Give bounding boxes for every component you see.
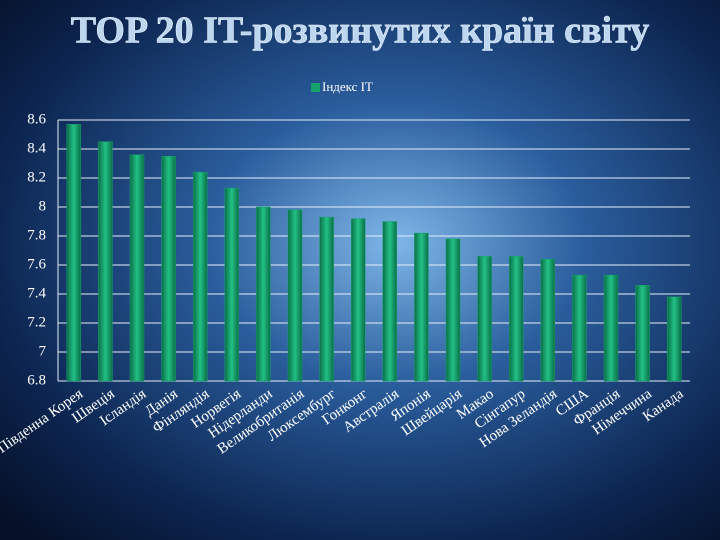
bar — [508, 256, 524, 382]
y-tick-label: 7.2 — [27, 314, 46, 330]
bar — [129, 154, 145, 382]
y-tick-label: 6.8 — [27, 372, 46, 388]
bar — [666, 296, 682, 382]
legend-swatch — [311, 83, 320, 92]
bar — [382, 221, 398, 382]
y-tick-label: 7.6 — [27, 256, 46, 272]
bar — [224, 187, 240, 382]
y-tick-label: 7.4 — [27, 285, 46, 301]
bar — [256, 206, 271, 382]
y-tick-label: 7.8 — [27, 227, 46, 243]
bar — [635, 285, 650, 382]
y-tick-label: 8 — [39, 198, 47, 214]
y-tick-label: 7 — [39, 343, 47, 359]
bar — [287, 209, 303, 382]
y-tick-label: 8.6 — [27, 111, 46, 127]
bar — [572, 274, 587, 382]
bar — [350, 218, 366, 382]
bar — [98, 141, 113, 382]
bar — [414, 232, 429, 382]
slide-title: TOP 20 IT-розвинутих країн світу — [71, 10, 650, 52]
legend-label: Індекс IT — [322, 79, 373, 94]
y-tick-label: 8.2 — [27, 169, 46, 185]
bar — [66, 124, 82, 382]
bar — [603, 274, 619, 382]
bar — [319, 216, 334, 382]
bar — [161, 156, 176, 382]
bar — [445, 238, 461, 382]
bar — [540, 258, 556, 382]
y-tick-label: 8.4 — [27, 140, 46, 156]
bar — [192, 171, 208, 382]
bar — [477, 256, 492, 382]
